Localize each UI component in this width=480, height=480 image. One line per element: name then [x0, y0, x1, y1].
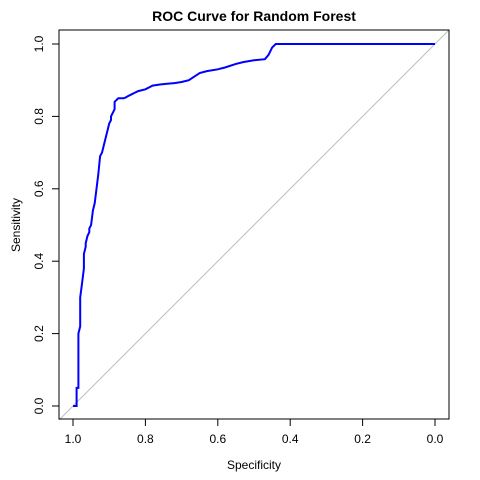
x-tick-label: 0.0 [427, 432, 444, 446]
roc-curve-line [73, 43, 435, 407]
x-tick-label: 0.8 [137, 432, 154, 446]
roc-curve-layer [73, 43, 435, 407]
y-tick-label: 0.8 [32, 108, 46, 125]
x-tick-label: 0.4 [282, 432, 299, 446]
x-axis: 1.0 0.8 0.6 0.4 0.2 0.0 [65, 418, 444, 446]
y-tick-label: 0.4 [32, 253, 46, 270]
y-tick-label: 1.0 [32, 35, 46, 52]
y-tick-label: 0.0 [32, 397, 46, 414]
y-tick-label: 0.2 [32, 325, 46, 342]
x-axis-label: Specificity [227, 458, 281, 472]
y-axis: 0.0 0.2 0.4 0.6 0.8 1.0 [32, 35, 60, 414]
x-tick-label: 0.2 [354, 432, 371, 446]
y-axis-label: Sensitivity [9, 198, 23, 252]
reference-diagonal-line [58, 29, 450, 421]
x-tick-label: 0.6 [209, 432, 226, 446]
chart-title: ROC Curve for Random Forest [152, 8, 356, 24]
reference-line-layer [58, 29, 450, 421]
y-tick-label: 0.6 [32, 180, 46, 197]
x-tick-label: 1.0 [65, 432, 82, 446]
